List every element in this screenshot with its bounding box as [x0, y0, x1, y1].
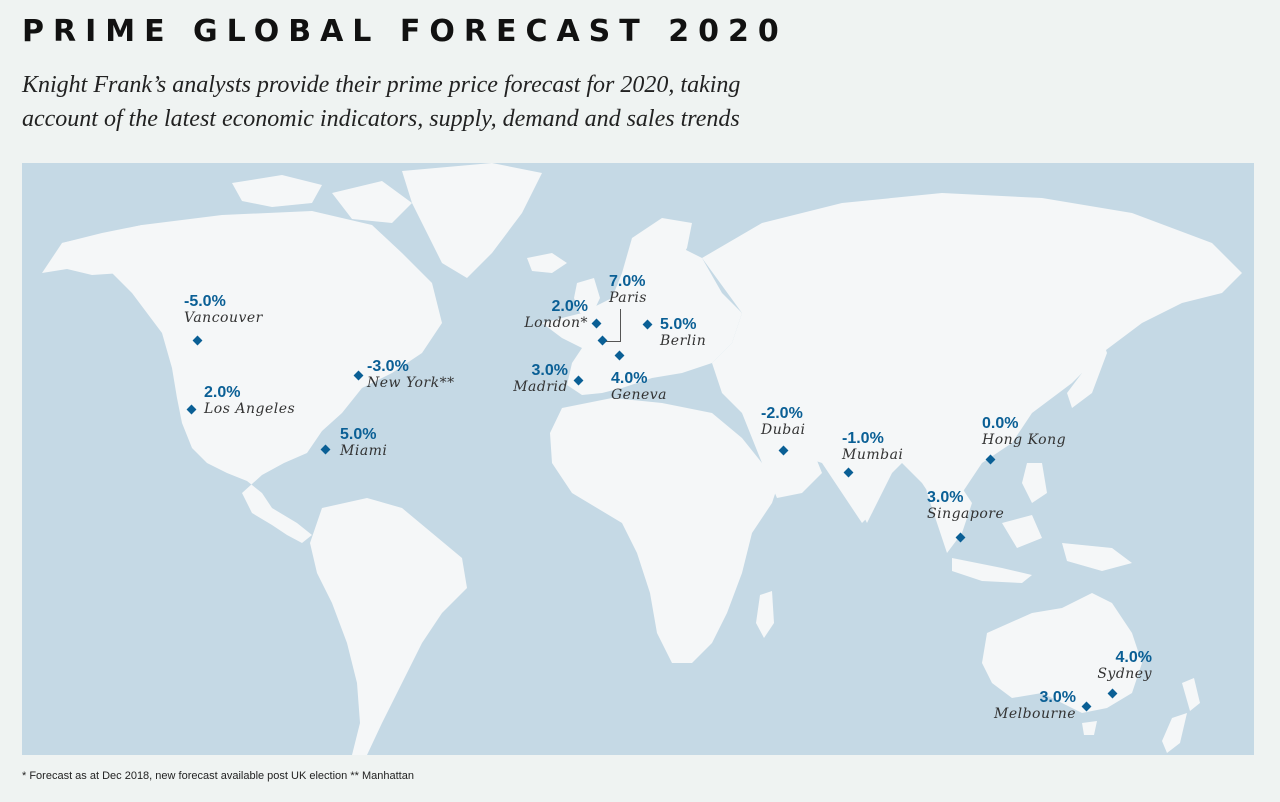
city-dubai: Dubai — [761, 422, 806, 438]
subtitle-line-2: account of the latest economic indicator… — [22, 106, 740, 132]
landmass-europe — [542, 243, 742, 395]
city-paris: Paris — [609, 290, 647, 306]
label-hong-kong: 0.0% Hong Kong — [982, 415, 1067, 448]
label-london: 2.0% London* — [512, 298, 588, 331]
landmass-alaska — [42, 225, 152, 275]
footnote: * Forecast as at Dec 2018, new forecast … — [22, 770, 414, 782]
city-london: London* — [524, 315, 588, 331]
city-melbourne: Melbourne — [994, 706, 1076, 722]
forecast-melbourne: 3.0% — [1039, 689, 1076, 706]
city-singapore: Singapore — [927, 506, 1005, 522]
landmass-south-america — [310, 498, 467, 755]
forecast-geneva: 4.0% — [611, 370, 648, 387]
landmass-new-zealand — [1162, 678, 1200, 753]
city-madrid: Madrid — [513, 379, 568, 395]
landmass-arctic-islands — [232, 175, 412, 223]
landmass-japan — [1067, 323, 1107, 408]
city-sydney: Sydney — [1097, 666, 1152, 682]
landmass-africa — [550, 398, 782, 663]
city-new-york: New York** — [367, 375, 455, 391]
city-hong-kong: Hong Kong — [982, 432, 1067, 448]
label-mumbai: -1.0% Mumbai — [842, 430, 904, 463]
forecast-los-angeles: 2.0% — [204, 384, 241, 401]
forecast-dubai: -2.0% — [761, 405, 803, 422]
forecast-hong-kong: 0.0% — [982, 415, 1019, 432]
city-los-angeles: Los Angeles — [204, 401, 296, 417]
landmass-madagascar — [756, 591, 774, 638]
forecast-madrid: 3.0% — [531, 362, 568, 379]
forecast-miami: 5.0% — [340, 426, 377, 443]
page-title: PRIME GLOBAL FORECAST 2020 — [22, 14, 788, 49]
label-dubai: -2.0% Dubai — [761, 405, 806, 438]
forecast-vancouver: -5.0% — [184, 293, 226, 310]
landmass-india — [822, 423, 902, 523]
city-berlin: Berlin — [660, 333, 707, 349]
forecast-new-york: -3.0% — [367, 358, 409, 375]
city-vancouver: Vancouver — [184, 310, 263, 326]
label-berlin: 5.0% Berlin — [660, 316, 707, 349]
world-land-shapes — [42, 163, 1242, 755]
label-madrid: 3.0% Madrid — [496, 362, 568, 395]
label-melbourne: 3.0% Melbourne — [984, 689, 1076, 722]
forecast-paris: 7.0% — [609, 273, 646, 290]
forecast-london: 2.0% — [551, 298, 588, 315]
landmass-arabia — [742, 413, 822, 498]
label-sydney: 4.0% Sydney — [1072, 649, 1152, 682]
forecast-singapore: 3.0% — [927, 489, 964, 506]
landmass-tasmania — [1082, 721, 1097, 735]
paris-leader-line — [606, 309, 621, 342]
landmass-southeast-asia — [922, 463, 972, 553]
subtitle-line-1: Knight Frank’s analysts provide their pr… — [22, 72, 741, 98]
landmass-uk — [574, 278, 600, 315]
forecast-berlin: 5.0% — [660, 316, 697, 333]
landmass-philippines — [1022, 463, 1047, 503]
city-miami: Miami — [340, 443, 388, 459]
world-map: -5.0% Vancouver 2.0% Los Angeles -3.0% N… — [22, 163, 1254, 755]
page-subtitle: Knight Frank’s analysts provide their pr… — [22, 68, 922, 136]
label-los-angeles: 2.0% Los Angeles — [204, 384, 296, 417]
landmass-australia — [982, 593, 1142, 713]
label-new-york: -3.0% New York** — [367, 358, 455, 391]
label-singapore: 3.0% Singapore — [927, 489, 1005, 522]
landmass-scandinavia — [622, 218, 692, 288]
label-paris: 7.0% Paris — [609, 273, 647, 306]
landmass-greenland — [402, 163, 542, 278]
label-miami: 5.0% Miami — [340, 426, 388, 459]
landmass-indonesia — [952, 515, 1132, 583]
label-geneva: 4.0% Geneva — [611, 370, 668, 403]
city-mumbai: Mumbai — [842, 447, 904, 463]
landmass-iceland — [527, 253, 567, 273]
label-vancouver: -5.0% Vancouver — [184, 293, 263, 326]
forecast-sydney: 4.0% — [1115, 649, 1152, 666]
forecast-mumbai: -1.0% — [842, 430, 884, 447]
landmass-north-america — [62, 211, 442, 543]
city-geneva: Geneva — [611, 387, 668, 403]
